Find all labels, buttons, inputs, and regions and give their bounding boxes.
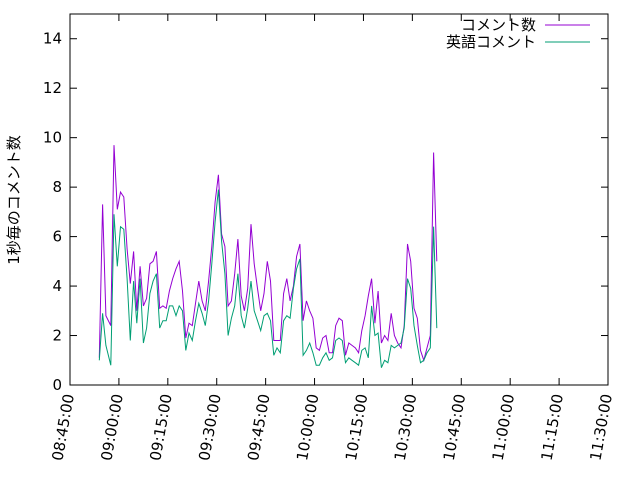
x-tick-label: 10:00:00 [293,393,322,462]
y-tick-label: 0 [52,376,62,394]
y-tick-label: 10 [43,129,62,147]
x-tick-label: 10:30:00 [391,393,420,462]
legend-label: コメント数 [461,16,536,34]
y-tick-label: 4 [52,277,62,295]
y-tick-label: 2 [52,327,62,345]
x-tick-label: 11:15:00 [538,393,567,462]
y-tick-label: 14 [43,30,62,48]
x-tick-label: 09:30:00 [195,393,224,462]
legend-label: 英語コメント [446,33,536,51]
x-tick-label: 11:30:00 [587,393,616,462]
y-axis-label: 1秒毎のコメント数 [5,135,23,265]
plot-border [69,13,609,386]
x-axis-ticks: 08:45:00 09:00:00 09:15:00 09:30:00 09:45:00… [49,14,616,462]
series-lines [98,145,438,368]
x-tick-label: 09:00:00 [97,393,126,462]
series-line-2 [98,189,438,368]
x-tick-label: 10:15:00 [342,393,371,462]
x-tick-label: 09:45:00 [244,393,273,462]
y-axis-ticks: 0 2 4 6 8 10 12 14 [43,30,608,394]
series-line-1 [98,145,438,363]
x-tick-label: 10:45:00 [440,393,469,462]
y-tick-label: 6 [52,228,62,246]
x-tick-label: 08:45:00 [49,393,78,462]
plot-frame [69,13,609,386]
y-tick-label: 8 [52,178,62,196]
x-tick-label: 09:15:00 [146,393,175,462]
y-tick-label: 12 [43,79,62,97]
x-tick-label: 11:00:00 [489,393,518,462]
